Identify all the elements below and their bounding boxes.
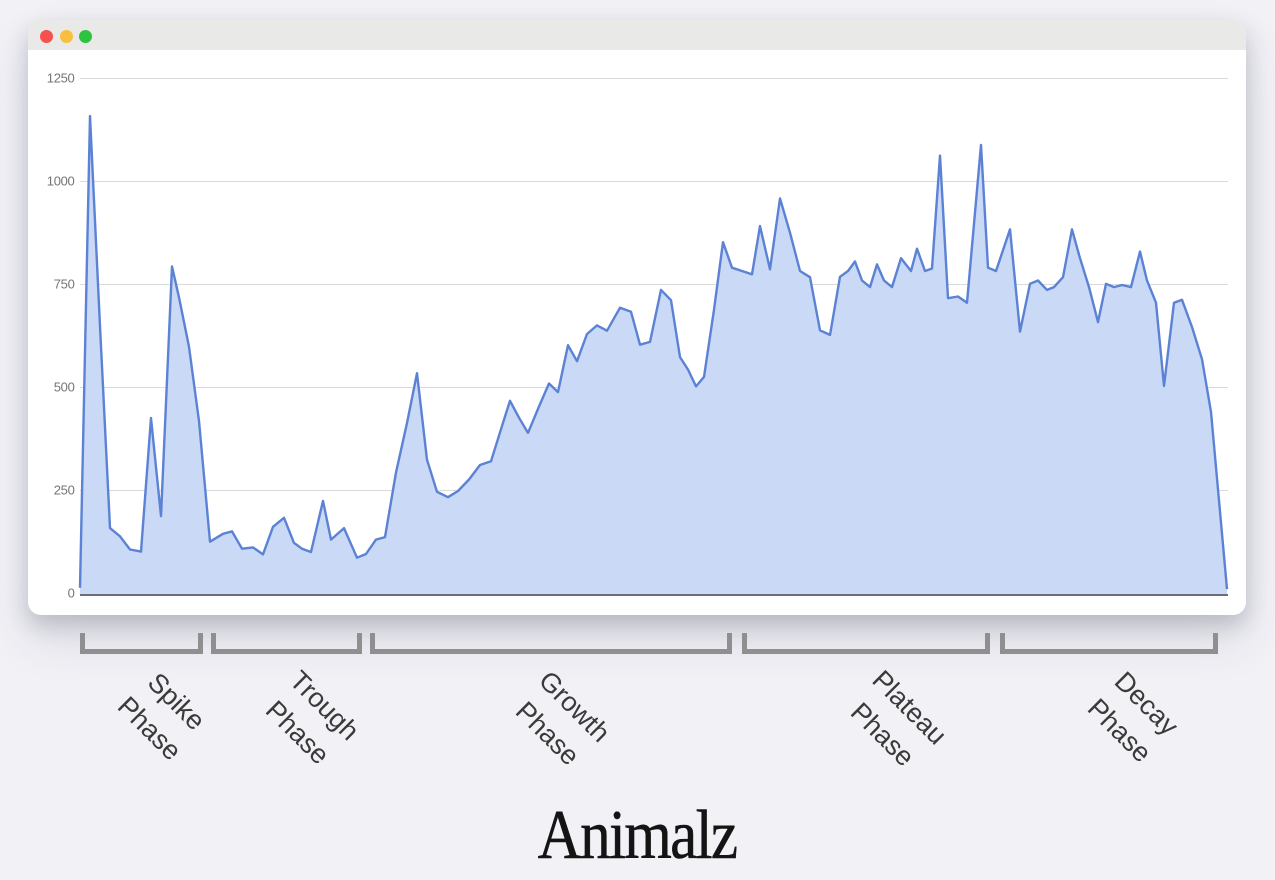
svg-text:0: 0 — [68, 586, 75, 601]
svg-text:250: 250 — [54, 483, 75, 498]
svg-text:500: 500 — [54, 380, 75, 395]
svg-text:1250: 1250 — [47, 71, 75, 86]
svg-text:750: 750 — [54, 277, 75, 292]
svg-text:1000: 1000 — [47, 174, 75, 189]
